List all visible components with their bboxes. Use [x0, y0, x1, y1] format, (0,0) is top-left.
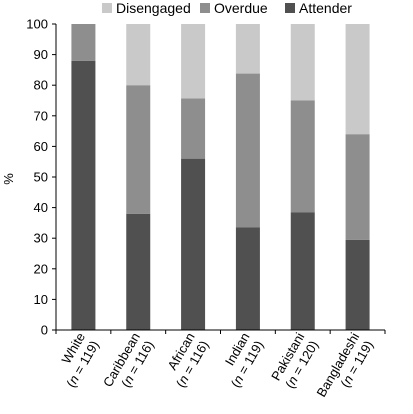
bar-segment-overdue [71, 24, 96, 61]
bar-segment-disengaged [290, 24, 315, 101]
y-axis-title: % [1, 173, 16, 185]
bar-segment-overdue [235, 73, 260, 228]
x-category-label: White(n = 119) [58, 330, 101, 390]
y-tick-label: 10 [34, 292, 48, 307]
y-tick-label: 30 [34, 231, 48, 246]
y-tick-label: 80 [34, 78, 48, 93]
x-category-label: Indian(n = 119) [222, 330, 267, 390]
y-axis: 0 10 20 30 40 50 60 70 80 90 100 [26, 17, 57, 338]
legend-item-disengaged: Disengaged [102, 0, 191, 16]
legend: Disengaged Overdue Attender [102, 0, 352, 16]
y-tick-label: 40 [34, 200, 48, 215]
bar-segment-attender [290, 212, 315, 330]
legend-swatch [200, 3, 210, 13]
y-tick-label: 90 [34, 47, 48, 62]
x-category-label: African(n = 116) [165, 330, 212, 390]
legend-swatch [102, 3, 112, 13]
legend-label: Attender [299, 0, 352, 16]
legend-label: Disengaged [116, 0, 191, 16]
bar-segment-disengaged [181, 24, 206, 99]
legend-label: Overdue [214, 0, 268, 16]
bar-segment-disengaged [345, 24, 370, 135]
bar-segment-attender [235, 227, 260, 330]
legend-item-attender: Attender [285, 0, 352, 16]
bar-segment-overdue [290, 100, 315, 213]
legend-item-overdue: Overdue [200, 0, 268, 16]
x-axis: White(n = 119)Caribbean(n = 116) African(… [55, 329, 386, 400]
y-tick-label: 70 [34, 108, 48, 123]
legend-swatch [285, 3, 295, 13]
x-category-label: Pakistani(n = 120) [268, 330, 321, 391]
x-category-label: Bangladeshi(n = 119) [313, 330, 376, 400]
y-tick-label: 100 [26, 17, 48, 32]
bar-segment-overdue [345, 134, 370, 240]
bar-segment-attender [71, 60, 96, 330]
y-tick-label: 50 [34, 170, 48, 185]
y-tick-label: 20 [34, 261, 48, 276]
bar-segment-overdue [126, 85, 151, 214]
bar-segment-disengaged [235, 24, 260, 74]
x-category-label: Caribbean(n = 116) [100, 330, 157, 390]
bar-segment-disengaged [126, 24, 151, 86]
y-tick-label: 60 [34, 139, 48, 154]
bar-segment-attender [181, 158, 206, 330]
bars [71, 24, 370, 330]
bar-segment-attender [126, 213, 151, 330]
bar-segment-overdue [181, 98, 206, 159]
y-tick-label: 0 [41, 323, 48, 338]
bar-segment-attender [345, 239, 370, 330]
